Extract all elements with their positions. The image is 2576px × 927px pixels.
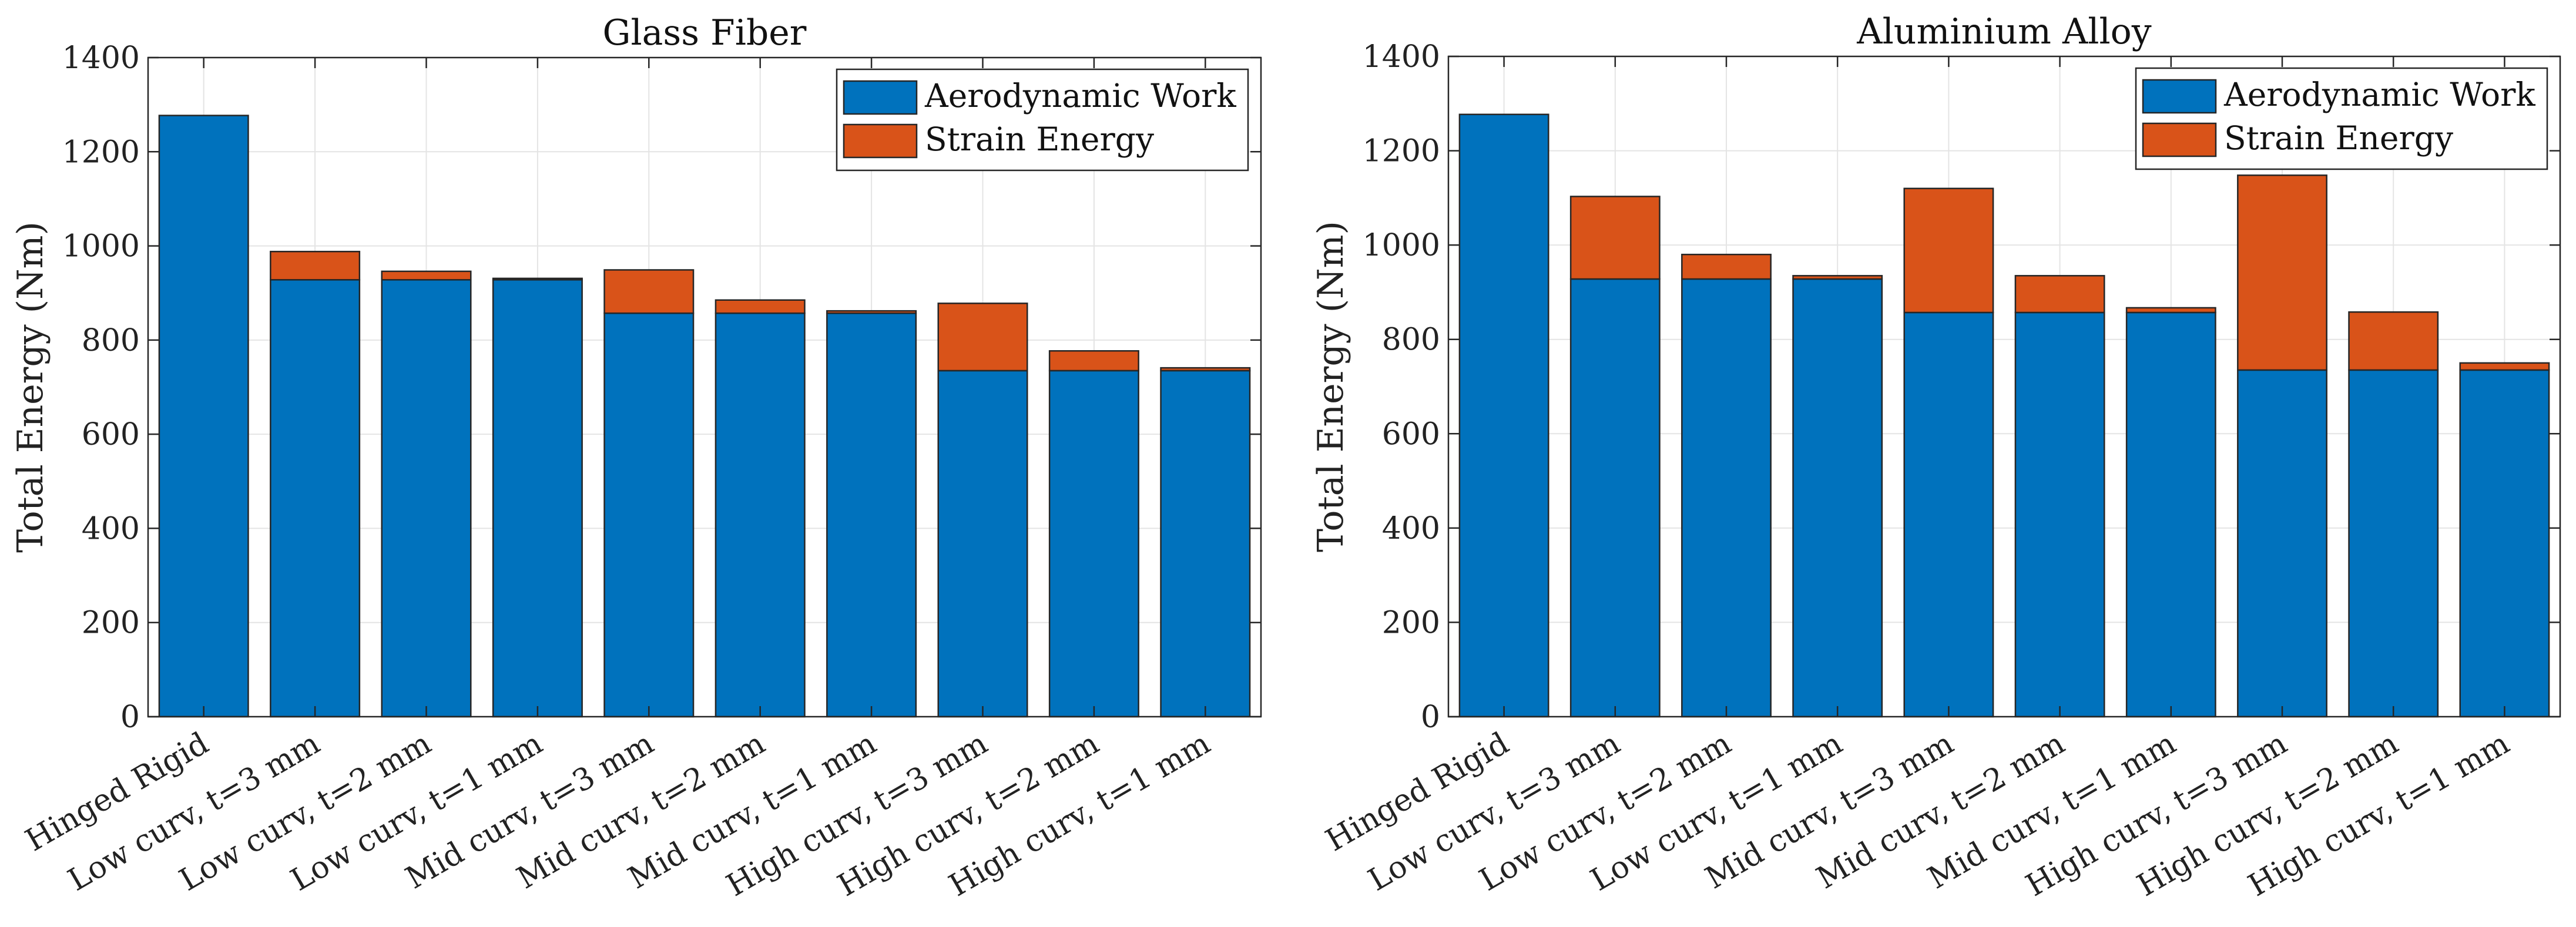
chart-1-legend-label-aerodynamic-work: Aerodynamic Work (924, 77, 1236, 115)
chart-2-bar-strain-energy (2459, 362, 2550, 371)
chart-2-bar-aerodynamic-work (2014, 311, 2105, 718)
chart-1-ytick-label: 1400 (62, 41, 140, 76)
chart-1-bar-aerodynamic-work (492, 279, 583, 718)
chart-2-bar-aerodynamic-work (2237, 369, 2327, 718)
chart-2-ytick-label: 800 (1382, 323, 1440, 358)
chart-1-bar-aerodynamic-work (270, 279, 361, 718)
chart-1-bar-strain-energy (381, 270, 472, 281)
chart-1-title: Glass Fiber (603, 12, 807, 53)
chart-1-bar-strain-energy (1048, 350, 1139, 372)
chart-1-bar-strain-energy (826, 310, 917, 314)
chart-2-ylabel: Total Energy (Nm) (1310, 221, 1351, 552)
chart-1-legend-label-strain-energy: Strain Energy (925, 120, 1154, 158)
chart-2-bar-aerodynamic-work (1681, 278, 1772, 718)
chart-1-bar-strain-energy (1160, 367, 1251, 372)
chart-2-bar-aerodynamic-work (1569, 278, 1661, 718)
chart-2-axes-box (1447, 55, 2561, 718)
chart-1-bar-aerodynamic-work (1160, 370, 1251, 718)
chart-2-ytick-label: 200 (1382, 605, 1440, 640)
chart-2-bar-strain-energy (1903, 187, 1994, 314)
chart-2-bar-aerodynamic-work (1903, 311, 1994, 718)
chart-1-bar-aerodynamic-work (826, 312, 917, 718)
chart-2-ytick-label: 1400 (1363, 39, 1440, 75)
chart-2-bar-strain-energy (1569, 196, 1661, 280)
chart-2-bar-aerodynamic-work (2348, 369, 2439, 718)
chart-1-ytick-label: 200 (82, 606, 140, 641)
chart-2-bar-strain-energy (2125, 307, 2216, 314)
chart-2-legend-swatch-strain-energy (2142, 122, 2217, 157)
chart-1-bar-strain-energy (492, 277, 583, 281)
chart-2-bar-strain-energy (2014, 275, 2105, 314)
chart-1-bar-aerodynamic-work (603, 312, 695, 718)
chart-1-bar-strain-energy (603, 269, 695, 314)
chart-2-ytick-label: 400 (1382, 511, 1440, 546)
chart-1-legend-swatch-aerodynamic-work (843, 80, 918, 115)
chart-1-bar-aerodynamic-work (715, 312, 806, 718)
chart-2-bar-strain-energy (2237, 174, 2327, 371)
chart-1-ytick-label: 1000 (62, 229, 140, 264)
chart-2-ytick-label: 1200 (1363, 134, 1440, 169)
chart-1-bar-aerodynamic-work (158, 115, 249, 718)
chart-2-bar-aerodynamic-work (2459, 369, 2550, 718)
chart-2-ytick-label: 1000 (1363, 228, 1440, 263)
chart-1-bar-strain-energy (270, 250, 361, 281)
chart-1-ytick-label: 800 (82, 323, 140, 358)
chart-1-bar-aerodynamic-work (1048, 370, 1139, 718)
chart-2-legend-swatch-aerodynamic-work (2142, 79, 2217, 114)
chart-2-legend-label-strain-energy: Strain Energy (2224, 119, 2453, 157)
chart-2-bar-strain-energy (1792, 275, 1883, 280)
chart-1-bar-aerodynamic-work (937, 370, 1028, 718)
chart-1-ytick-label: 1200 (62, 135, 140, 170)
chart-2-ytick-label: 600 (1382, 417, 1440, 452)
chart-1-legend: Aerodynamic Work Strain Energy (836, 68, 1249, 172)
chart-2-legend: Aerodynamic Work Strain Energy (2135, 67, 2548, 170)
chart-1-bar-aerodynamic-work (381, 279, 472, 718)
chart-2-bar-aerodynamic-work (2125, 311, 2216, 718)
chart-2-ytick-label: 0 (1421, 700, 1440, 735)
chart-1-bar-strain-energy (937, 303, 1028, 372)
chart-2-bar-aerodynamic-work (1792, 278, 1883, 718)
chart-2-bar-strain-energy (2348, 311, 2439, 371)
chart-2-bar-aerodynamic-work (1458, 113, 1549, 718)
chart-1-bar-strain-energy (715, 299, 806, 314)
chart-1-axes-box (147, 56, 1262, 718)
chart-1-ylabel: Total Energy (Nm) (10, 221, 51, 553)
chart-1-ytick-label: 400 (82, 511, 140, 546)
chart-1-ytick-label: 0 (120, 700, 140, 735)
chart-1-legend-swatch-strain-energy (843, 123, 918, 159)
chart-2-title: Aluminium Alloy (1856, 11, 2152, 52)
chart-2-bar-strain-energy (1681, 253, 1772, 280)
chart-1-ytick-label: 600 (82, 417, 140, 452)
chart-2-legend-label-aerodynamic-work: Aerodynamic Work (2223, 76, 2535, 113)
